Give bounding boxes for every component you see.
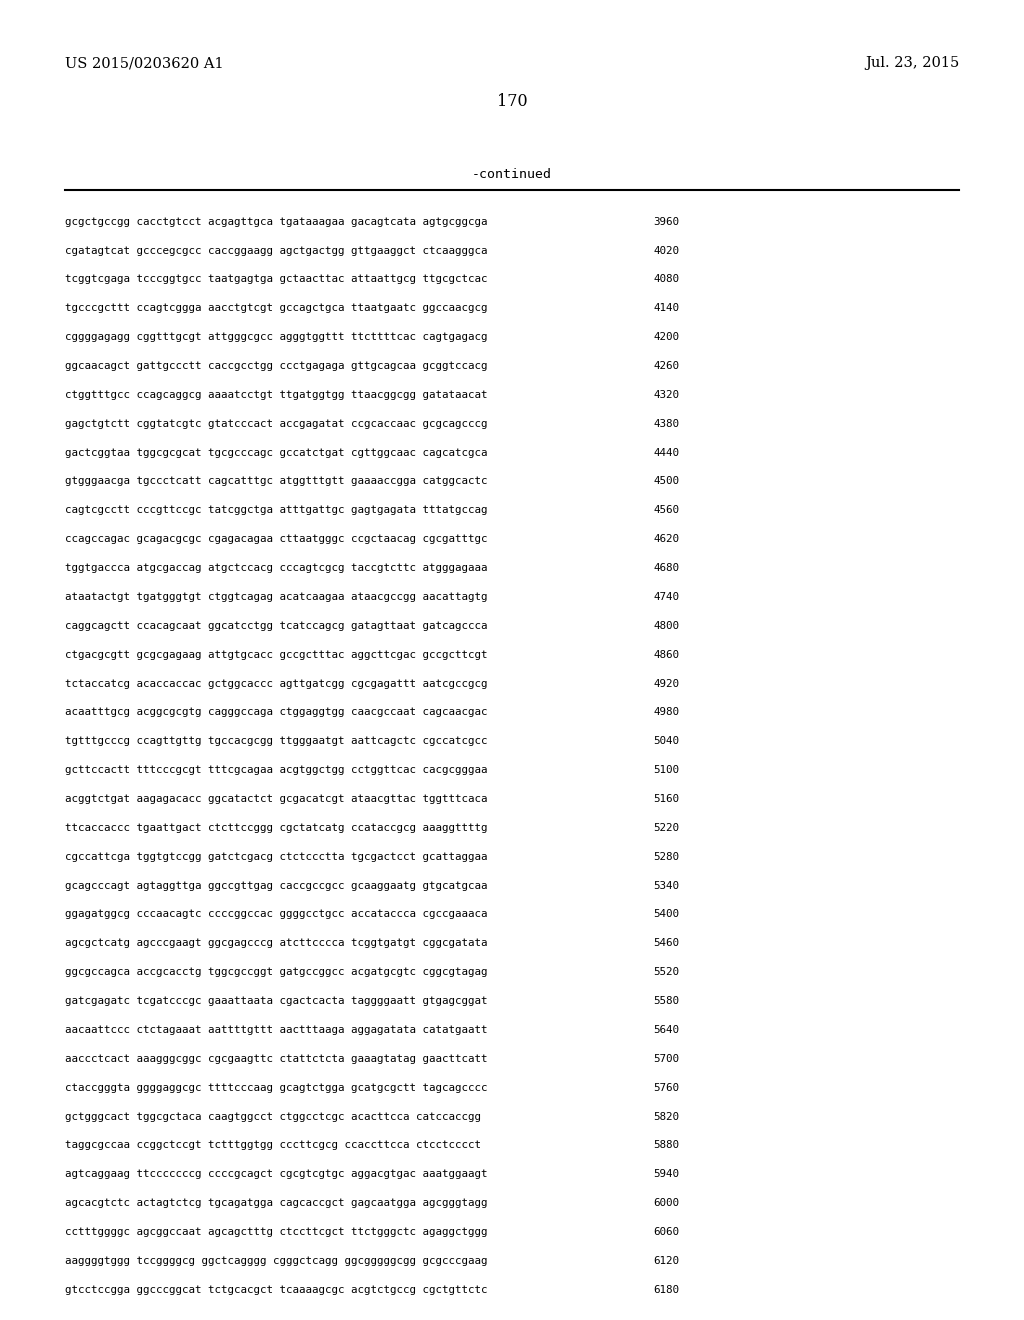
Text: 6000: 6000: [653, 1199, 679, 1208]
Text: 4500: 4500: [653, 477, 679, 487]
Text: gcgctgccgg cacctgtcct acgagttgca tgataaagaa gacagtcata agtgcggcga: gcgctgccgg cacctgtcct acgagttgca tgataaa…: [65, 216, 487, 227]
Text: 4860: 4860: [653, 649, 679, 660]
Text: ataatactgt tgatgggtgt ctggtcagag acatcaagaa ataacgccgg aacattagtg: ataatactgt tgatgggtgt ctggtcagag acatcaa…: [65, 591, 487, 602]
Text: 5460: 5460: [653, 939, 679, 948]
Text: 5880: 5880: [653, 1140, 679, 1151]
Text: Jul. 23, 2015: Jul. 23, 2015: [865, 57, 959, 70]
Text: 4440: 4440: [653, 447, 679, 458]
Text: ggagatggcg cccaacagtc ccccggccac ggggcctgcc accataccca cgccgaaaca: ggagatggcg cccaacagtc ccccggccac ggggcct…: [65, 909, 487, 920]
Text: 4020: 4020: [653, 246, 679, 256]
Text: aacaattccc ctctagaaat aattttgttt aactttaaga aggagatata catatgaatt: aacaattccc ctctagaaat aattttgttt aacttta…: [65, 1024, 487, 1035]
Text: 4260: 4260: [653, 360, 679, 371]
Text: tggtgaccca atgcgaccag atgctccacg cccagtcgcg taccgtcttc atgggagaaa: tggtgaccca atgcgaccag atgctccacg cccagtc…: [65, 564, 487, 573]
Text: 5520: 5520: [653, 968, 679, 977]
Text: 5160: 5160: [653, 795, 679, 804]
Text: gagctgtctt cggtatcgtc gtatcccact accgagatat ccgcaccaac gcgcagcccg: gagctgtctt cggtatcgtc gtatcccact accgaga…: [65, 418, 487, 429]
Text: US 2015/0203620 A1: US 2015/0203620 A1: [65, 57, 223, 70]
Text: 6120: 6120: [653, 1255, 679, 1266]
Text: 5700: 5700: [653, 1053, 679, 1064]
Text: gtgggaacga tgccctcatt cagcatttgc atggtttgtt gaaaaccgga catggcactc: gtgggaacga tgccctcatt cagcatttgc atggttt…: [65, 477, 487, 487]
Text: agcgctcatg agcccgaagt ggcgagcccg atcttcccca tcggtgatgt cggcgatata: agcgctcatg agcccgaagt ggcgagcccg atcttcc…: [65, 939, 487, 948]
Text: aaggggtggg tccggggcg ggctcagggg cgggctcagg ggcgggggcgg gcgcccgaag: aaggggtggg tccggggcg ggctcagggg cgggctca…: [65, 1255, 487, 1266]
Text: 5940: 5940: [653, 1170, 679, 1179]
Text: cgatagtcat gcccegcgcc caccggaagg agctgactgg gttgaaggct ctcaagggca: cgatagtcat gcccegcgcc caccggaagg agctgac…: [65, 246, 487, 256]
Text: acggtctgat aagagacacc ggcatactct gcgacatcgt ataacgttac tggtttcaca: acggtctgat aagagacacc ggcatactct gcgacat…: [65, 795, 487, 804]
Text: ttcaccaccc tgaattgact ctcttccggg cgctatcatg ccataccgcg aaaggttttg: ttcaccaccc tgaattgact ctcttccggg cgctatc…: [65, 822, 487, 833]
Text: agcacgtctc actagtctcg tgcagatgga cagcaccgct gagcaatgga agcgggtagg: agcacgtctc actagtctcg tgcagatgga cagcacc…: [65, 1199, 487, 1208]
Text: tctaccatcg acaccaccac gctggcaccc agttgatcgg cgcgagattt aatcgccgcg: tctaccatcg acaccaccac gctggcaccc agttgat…: [65, 678, 487, 689]
Text: 5220: 5220: [653, 822, 679, 833]
Text: ggcgccagca accgcacctg tggcgccggt gatgccggcc acgatgcgtc cggcgtagag: ggcgccagca accgcacctg tggcgccggt gatgccg…: [65, 968, 487, 977]
Text: cctttggggc agcggccaat agcagctttg ctccttcgct ttctgggctc agaggctggg: cctttggggc agcggccaat agcagctttg ctccttc…: [65, 1228, 487, 1237]
Text: 5340: 5340: [653, 880, 679, 891]
Text: aaccctcact aaagggcggc cgcgaagttc ctattctcta gaaagtatag gaacttcatt: aaccctcact aaagggcggc cgcgaagttc ctattct…: [65, 1053, 487, 1064]
Text: 4920: 4920: [653, 678, 679, 689]
Text: 4620: 4620: [653, 535, 679, 544]
Text: tgcccgcttt ccagtcggga aacctgtcgt gccagctgca ttaatgaatc ggccaacgcg: tgcccgcttt ccagtcggga aacctgtcgt gccagct…: [65, 304, 487, 313]
Text: taggcgccaa ccggctccgt tctttggtgg cccttcgcg ccaccttcca ctcctcccct: taggcgccaa ccggctccgt tctttggtgg cccttcg…: [65, 1140, 480, 1151]
Text: 4080: 4080: [653, 275, 679, 284]
Text: 5640: 5640: [653, 1024, 679, 1035]
Text: 3960: 3960: [653, 216, 679, 227]
Text: tgtttgcccg ccagttgttg tgccacgcgg ttgggaatgt aattcagctc cgccatcgcc: tgtttgcccg ccagttgttg tgccacgcgg ttgggaa…: [65, 737, 487, 746]
Text: gcttccactt tttcccgcgt tttcgcagaa acgtggctgg cctggttcac cacgcgggaa: gcttccactt tttcccgcgt tttcgcagaa acgtggc…: [65, 766, 487, 775]
Text: 5100: 5100: [653, 766, 679, 775]
Text: acaatttgcg acggcgcgtg cagggccaga ctggaggtgg caacgccaat cagcaacgac: acaatttgcg acggcgcgtg cagggccaga ctggagg…: [65, 708, 487, 717]
Text: gctgggcact tggcgctaca caagtggcct ctggcctcgc acacttcca catccaccgg: gctgggcact tggcgctaca caagtggcct ctggcct…: [65, 1111, 480, 1122]
Text: 4200: 4200: [653, 333, 679, 342]
Text: 5280: 5280: [653, 851, 679, 862]
Text: caggcagctt ccacagcaat ggcatcctgg tcatccagcg gatagttaat gatcagccca: caggcagctt ccacagcaat ggcatcctgg tcatcca…: [65, 620, 487, 631]
Text: 170: 170: [497, 94, 527, 110]
Text: 5400: 5400: [653, 909, 679, 920]
Text: 4800: 4800: [653, 620, 679, 631]
Text: cggggagagg cggtttgcgt attgggcgcc agggtggttt ttcttttcac cagtgagacg: cggggagagg cggtttgcgt attgggcgcc agggtgg…: [65, 333, 487, 342]
Text: 5040: 5040: [653, 737, 679, 746]
Text: gatcgagatc tcgatcccgc gaaattaata cgactcacta taggggaatt gtgagcggat: gatcgagatc tcgatcccgc gaaattaata cgactca…: [65, 997, 487, 1006]
Text: 6060: 6060: [653, 1228, 679, 1237]
Text: gtcctccgga ggcccggcat tctgcacgct tcaaaagcgc acgtctgccg cgctgttctc: gtcctccgga ggcccggcat tctgcacgct tcaaaag…: [65, 1284, 487, 1295]
Text: 6180: 6180: [653, 1284, 679, 1295]
Text: 4680: 4680: [653, 564, 679, 573]
Text: 4980: 4980: [653, 708, 679, 717]
Text: tcggtcgaga tcccggtgcc taatgagtga gctaacttac attaattgcg ttgcgctcac: tcggtcgaga tcccggtgcc taatgagtga gctaact…: [65, 275, 487, 284]
Text: ctgacgcgtt gcgcgagaag attgtgcacc gccgctttac aggcttcgac gccgcttcgt: ctgacgcgtt gcgcgagaag attgtgcacc gccgctt…: [65, 649, 487, 660]
Text: ggcaacagct gattgccctt caccgcctgg ccctgagaga gttgcagcaa gcggtccacg: ggcaacagct gattgccctt caccgcctgg ccctgag…: [65, 360, 487, 371]
Text: 4560: 4560: [653, 506, 679, 515]
Text: 4740: 4740: [653, 591, 679, 602]
Text: cagtcgcctt cccgttccgc tatcggctga atttgattgc gagtgagata tttatgccag: cagtcgcctt cccgttccgc tatcggctga atttgat…: [65, 506, 487, 515]
Text: cgccattcga tggtgtccgg gatctcgacg ctctccctta tgcgactcct gcattaggaa: cgccattcga tggtgtccgg gatctcgacg ctctccc…: [65, 851, 487, 862]
Text: 4380: 4380: [653, 418, 679, 429]
Text: gactcggtaa tggcgcgcat tgcgcccagc gccatctgat cgttggcaac cagcatcgca: gactcggtaa tggcgcgcat tgcgcccagc gccatct…: [65, 447, 487, 458]
Text: 4140: 4140: [653, 304, 679, 313]
Text: 5820: 5820: [653, 1111, 679, 1122]
Text: ccagccagac gcagacgcgc cgagacagaa cttaatgggc ccgctaacag cgcgatttgc: ccagccagac gcagacgcgc cgagacagaa cttaatg…: [65, 535, 487, 544]
Text: -continued: -continued: [472, 168, 552, 181]
Text: ctaccgggta ggggaggcgc ttttcccaag gcagtctgga gcatgcgctt tagcagcccc: ctaccgggta ggggaggcgc ttttcccaag gcagtct…: [65, 1082, 487, 1093]
Text: agtcaggaag ttcccccccg ccccgcagct cgcgtcgtgc aggacgtgac aaatggaagt: agtcaggaag ttcccccccg ccccgcagct cgcgtcg…: [65, 1170, 487, 1179]
Text: ctggtttgcc ccagcaggcg aaaatcctgt ttgatggtgg ttaacggcgg gatataacat: ctggtttgcc ccagcaggcg aaaatcctgt ttgatgg…: [65, 389, 487, 400]
Text: 5580: 5580: [653, 997, 679, 1006]
Text: gcagcccagt agtaggttga ggccgttgag caccgccgcc gcaaggaatg gtgcatgcaa: gcagcccagt agtaggttga ggccgttgag caccgcc…: [65, 880, 487, 891]
Text: 5760: 5760: [653, 1082, 679, 1093]
Text: 4320: 4320: [653, 389, 679, 400]
